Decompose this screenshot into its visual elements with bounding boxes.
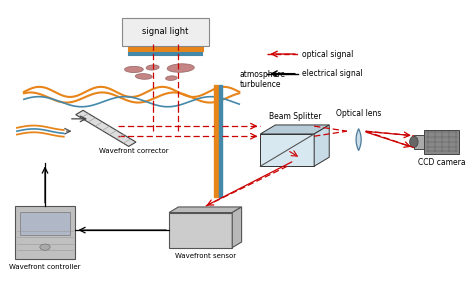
Text: signal light: signal light [142,27,189,36]
FancyBboxPatch shape [122,17,209,46]
Text: atmosphere
turbulence: atmosphere turbulence [239,70,285,89]
Bar [260,134,314,166]
Polygon shape [169,207,242,213]
Text: CCD camera: CCD camera [418,158,465,167]
Bar [213,85,218,197]
Text: optical signal: optical signal [302,50,354,58]
Ellipse shape [165,76,177,80]
Polygon shape [314,125,329,166]
Ellipse shape [136,74,152,79]
Text: Wavefront controller: Wavefront controller [9,264,81,270]
Text: electrical signal: electrical signal [302,69,363,78]
Ellipse shape [167,64,194,72]
Polygon shape [260,125,329,134]
Ellipse shape [410,136,418,147]
Bar [424,130,459,154]
Bar [414,135,424,149]
Text: Optical lens: Optical lens [336,109,381,118]
Text: Wavefront corrector: Wavefront corrector [99,148,169,154]
Polygon shape [356,129,361,151]
Bar [169,213,232,248]
Ellipse shape [40,244,50,250]
Text: Wavefront sensor: Wavefront sensor [175,253,236,259]
Bar [20,212,70,235]
Text: Beam Splitter: Beam Splitter [269,112,321,121]
Polygon shape [76,110,136,146]
Bar [219,85,222,197]
Polygon shape [232,207,242,248]
Ellipse shape [146,65,159,70]
Bar [15,206,75,259]
Ellipse shape [125,66,143,72]
